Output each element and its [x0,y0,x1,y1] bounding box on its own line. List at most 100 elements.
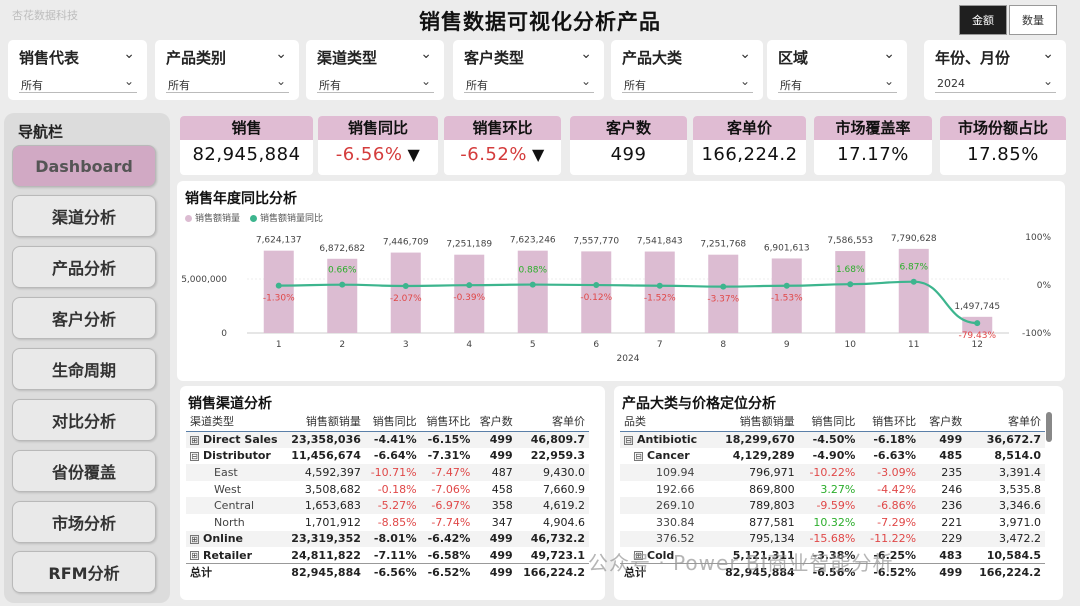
slicer-dropdown[interactable]: 2024 ⌄ [935,73,1056,93]
bar-data-label: 7,446,709 [383,238,429,248]
nav-item-6[interactable]: 对比分析 [12,399,156,441]
chevron-down-icon[interactable]: ⌄ [420,46,432,62]
slicer-4[interactable]: 客户类型 ⌄ 所有 ⌄ [453,40,604,100]
table-row[interactable]: ⊞ Retailer 24,811,822 -7.11% -6.58% 499 49,723… [186,547,589,564]
column-header[interactable]: 客单价 [516,412,589,432]
column-header[interactable]: 客单价 [966,412,1045,432]
nav-item-7[interactable]: 省份覆盖 [12,450,156,492]
cell-text: 3,971.0 [999,515,1041,529]
cell-text: 10.32% [813,515,856,529]
slicer-dropdown[interactable]: 所有 ⌄ [19,73,137,93]
slicer-dropdown[interactable]: 所有 ⌄ [317,73,434,93]
column-header[interactable]: 销售环比 [420,412,475,432]
expand-toggle-icon[interactable]: ⊟ [624,435,633,445]
slicer-dropdown[interactable]: 所有 ⌄ [166,73,289,93]
table-cell: 24,811,822 [285,547,365,564]
expand-toggle-icon[interactable]: ⊞ [634,551,643,561]
cell-text: 46,809.7 [530,433,585,447]
column-header[interactable]: 销售额销量 [284,412,365,432]
slicer-3[interactable]: 渠道类型 ⌄ 所有 ⌄ [306,40,444,100]
column-header[interactable]: 品类 [620,412,712,432]
slicer-6[interactable]: 区域 ⌄ 所有 ⌄ [767,40,907,100]
table-cell: -6.56% [798,563,860,581]
kpi-label: 客户数 [570,116,687,140]
table-row[interactable]: North 1,701,912 -8.85% -7.74% 347 4,904.6 [186,514,589,531]
chevron-down-icon[interactable]: ⌄ [580,46,592,62]
table-row[interactable]: ⊟ Cancer 4,129,289 -4.90% -6.63% 485 8,514.0 [620,448,1045,465]
table-cell: 4,592,397 [284,464,365,481]
slicer-label: 年份、月份 [935,49,1011,67]
slicer-1[interactable]: 销售代表 ⌄ 所有 ⌄ [8,40,147,100]
nav-item-3[interactable]: 产品分析 [12,246,156,288]
chevron-down-icon[interactable]: ⌄ [739,46,751,62]
expand-toggle-icon[interactable]: ⊞ [190,435,199,445]
chevron-down-icon[interactable]: ⌄ [1042,46,1054,62]
nav-item-8[interactable]: 市场分析 [12,501,156,543]
kpi-card-4: 客户数 499 [570,116,687,175]
kpi-value-row: 82,945,884 [180,144,313,165]
table-row[interactable]: ⊟ Distributor 11,456,674 -6.64% -7.31% 499 22,… [186,448,589,465]
table-cell: 376.52 [620,530,712,548]
chevron-down-icon[interactable]: ⌄ [883,46,895,62]
column-header[interactable]: 客户数 [920,412,967,432]
table-row[interactable]: 330.84 877,581 10.32% -7.29% 221 3,971.0 [620,514,1045,531]
bar-data-label: 6,872,682 [319,244,365,254]
nav-item-2[interactable]: 渠道分析 [12,195,156,237]
cell-text: 49,723.1 [530,548,585,562]
table-row[interactable]: 376.52 795,134 -15.68% -11.22% 229 3,472.2 [620,530,1045,548]
expand-toggle-icon[interactable]: ⊞ [190,534,199,544]
table-cell: ⊞ Cold [620,547,711,564]
cell-text: 82,945,884 [725,565,795,579]
nav-item-1[interactable]: Dashboard [12,145,156,187]
table-cell: -6.25% [859,547,920,564]
slicer-7[interactable]: 年份、月份 ⌄ 2024 ⌄ [924,40,1066,100]
legend-label-bar: 销售额销量 [195,214,241,224]
column-header[interactable]: 客户数 [474,412,517,432]
table-row[interactable]: ⊞ Cold 5,121,311 -3.38% -6.25% 483 10,584.5 [620,547,1045,564]
slicer-5[interactable]: 产品大类 ⌄ 所有 ⌄ [611,40,763,100]
table-row[interactable]: 总计 82,945,884 -6.56% -6.52% 499 166,224.2 [186,563,589,581]
kpi-label: 市场份额占比 [940,116,1066,140]
quantity-toggle-button[interactable]: 数量 [1009,5,1057,35]
cell-text: 3,391.4 [999,465,1041,479]
slicer-value: 所有 [624,79,646,92]
slicer-2[interactable]: 产品类别 ⌄ 所有 ⌄ [155,40,299,100]
table-cell: -6.52% [420,563,475,581]
slicer-dropdown[interactable]: 所有 ⌄ [464,73,594,93]
amount-toggle-button[interactable]: 金额 [959,5,1007,35]
nav-item-5[interactable]: 生命周期 [12,348,156,390]
channel-table-card: 销售渠道分析 渠道类型 销售额销量 销售同比 销售环比 客户数 客单价 ⊞ Direct Sa… [180,386,605,600]
table-row[interactable]: East 4,592,397 -10.71% -7.47% 487 9,430.0 [186,464,589,481]
table-row[interactable]: 192.66 869,800 3.27% -4.42% 246 3,535.8 [620,481,1045,498]
cell-text: 376.52 [656,532,695,546]
kpi-label: 销售环比 [444,116,561,140]
slicer-dropdown[interactable]: 所有 ⌄ [778,73,897,93]
cell-text: -6.97% [431,499,471,513]
column-header[interactable]: 销售同比 [364,412,421,432]
table-row[interactable]: 269.10 789,803 -9.59% -6.86% 236 3,346.6 [620,497,1045,514]
table-row[interactable]: 总计 82,945,884 -6.56% -6.52% 499 166,224.2 [620,563,1045,581]
cell-text: Cancer [647,449,690,463]
product-table-scrollbar[interactable] [1046,412,1052,442]
chevron-down-icon[interactable]: ⌄ [275,46,287,62]
nav-item-9[interactable]: RFM分析 [12,551,156,593]
table-row[interactable]: ⊞ Online 23,319,352 -8.01% -6.42% 499 46,732.2 [186,530,589,548]
table-cell: -6.56% [364,563,421,581]
table-row[interactable]: West 3,508,682 -0.18% -7.06% 458 7,660.9 [186,481,589,498]
expand-toggle-icon[interactable]: ⊞ [190,551,199,561]
chevron-down-icon[interactable]: ⌄ [123,46,135,62]
column-header[interactable]: 销售额销量 [711,412,799,432]
expand-toggle-icon[interactable]: ⊟ [634,451,643,461]
table-row[interactable]: ⊞ Direct Sales 23,358,036 -4.41% -6.15% 499 46… [186,431,589,448]
table-row[interactable]: Central 1,653,683 -5.27% -6.97% 358 4,619.2 [186,497,589,514]
column-header[interactable]: 渠道类型 [186,412,285,432]
slicer-dropdown[interactable]: 所有 ⌄ [622,73,753,93]
nav-item-4[interactable]: 客户分析 [12,297,156,339]
column-header[interactable]: 销售环比 [859,412,921,432]
table-row[interactable]: ⊟ Antibiotic 18,299,670 -4.50% -6.18% 499 36,6… [620,431,1045,448]
column-header[interactable]: 销售同比 [798,412,860,432]
bar [898,248,929,333]
table-row[interactable]: 109.94 796,971 -10.22% -3.09% 235 3,391.4 [620,464,1045,481]
cell-text: Antibiotic [637,433,698,447]
expand-toggle-icon[interactable]: ⊟ [190,451,199,461]
